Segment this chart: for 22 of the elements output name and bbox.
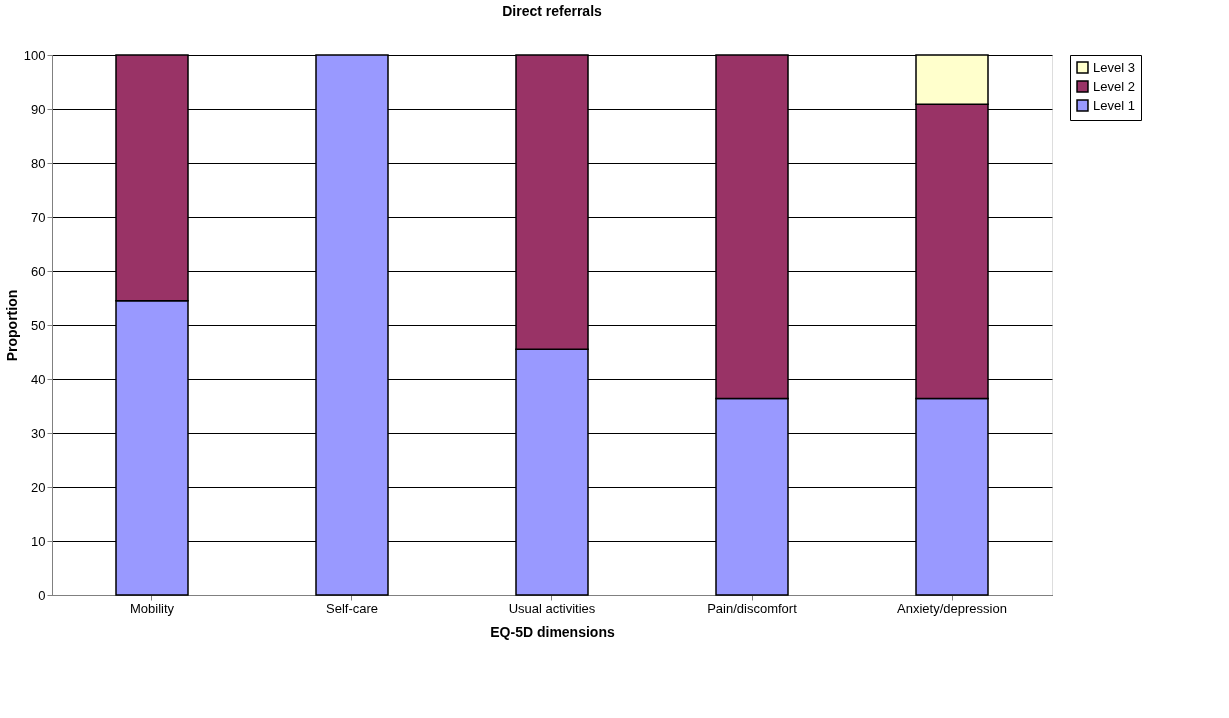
x-tick-label: Mobility (129, 600, 175, 616)
y-tick-label: 40 (31, 371, 46, 387)
legend-label: Level 3 (1093, 59, 1135, 75)
legend-label: Level 1 (1093, 97, 1135, 113)
y-tick-label: 10 (31, 533, 46, 549)
y-tick-label: 70 (31, 209, 46, 225)
x-tick-label: Pain/discomfort (707, 600, 798, 616)
y-tick-label: 0 (38, 587, 46, 603)
x-axis-title: EQ-5D dimensions (490, 623, 615, 640)
y-tick-label: 60 (31, 263, 46, 279)
chart-title: Direct referrals (502, 3, 603, 19)
y-tick-label: 30 (31, 425, 46, 441)
y-tick-label: 90 (31, 101, 46, 117)
y-tick-label: 20 (31, 479, 46, 495)
y-tick-label: 100 (23, 47, 46, 63)
y-tick-label: 80 (31, 155, 46, 171)
y-tick-label: 50 (31, 317, 46, 333)
x-tick-label: Self-care (325, 600, 379, 616)
legend-label: Level 2 (1093, 78, 1135, 94)
x-tick-label: Usual activities (508, 600, 596, 616)
y-axis-title: Proportion (3, 289, 20, 362)
x-tick-label: Anxiety/depression (897, 600, 1007, 616)
